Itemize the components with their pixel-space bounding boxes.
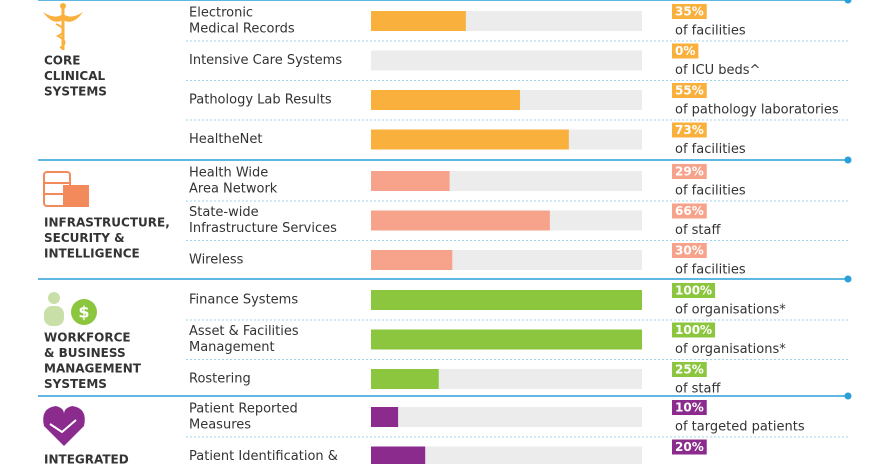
bar-track [371, 446, 642, 467]
value-note: of facilities [675, 263, 746, 278]
row-label: Health Wide [189, 166, 268, 181]
row-label: Electronic [189, 6, 253, 21]
row-label: Measures [189, 418, 251, 433]
row-label: Infrastructure Services [189, 221, 337, 236]
workforce-icon: $ [44, 292, 97, 326]
bar [371, 446, 426, 467]
caduceus-icon [43, 3, 83, 50]
section-title: INTEGRATED [44, 453, 129, 465]
bar-track [371, 407, 642, 427]
divider-dot [844, 156, 852, 164]
bar [371, 290, 642, 310]
bar [371, 11, 466, 31]
row-label: Finance Systems [189, 293, 298, 308]
value-label: 0% [675, 44, 695, 58]
value-tag-bg [672, 164, 707, 179]
bar [371, 250, 453, 270]
value-tag-bg [672, 283, 716, 298]
row-label: Management [189, 340, 275, 355]
divider-dot [844, 0, 852, 4]
section-title: INFRASTRUCTURE, [44, 216, 170, 230]
section-title: & BUSINESS [44, 346, 126, 360]
value-note: of staff [675, 223, 721, 238]
value-tag-bg [672, 203, 707, 219]
bar [371, 129, 569, 150]
value-label: 35% [675, 5, 704, 19]
value-label: 73% [675, 123, 704, 137]
value-note: of targeted patients [675, 420, 805, 435]
section-title: WORKFORCE [44, 331, 131, 345]
value-tag-bg [672, 122, 707, 138]
row-label: State-wide [189, 205, 259, 220]
value-note: of staff [675, 382, 721, 397]
section-title: SECURITY & [44, 231, 125, 245]
section-title: SYSTEMS [44, 377, 107, 391]
value-tag-bg [672, 83, 707, 98]
value-tag-bg [672, 4, 707, 19]
row-label: Rostering [189, 372, 251, 387]
handshake-icon [43, 406, 85, 446]
row-label: Asset & Facilities [189, 324, 299, 339]
value-label: 29% [675, 165, 704, 179]
value-note: of facilities [675, 24, 746, 39]
value-tag-bg [672, 322, 716, 338]
value-label: 100% [675, 284, 712, 298]
row-label: Patient Reported [189, 402, 298, 417]
value-tag-bg [672, 243, 707, 258]
row-label: Intensive Care Systems [189, 53, 342, 68]
bar [371, 329, 642, 350]
bar [371, 90, 521, 110]
bar [371, 369, 439, 389]
row-label: Area Network [189, 182, 278, 197]
value-note: of pathology laboratories [675, 103, 839, 118]
section-title: INTELLIGENCE [44, 247, 140, 261]
value-label: 20% [675, 440, 704, 454]
bar [371, 171, 450, 191]
value-note: of organisations* [675, 342, 786, 357]
row-label: Wireless [189, 253, 244, 268]
firewall-icon [43, 171, 89, 207]
value-tag-bg [672, 362, 707, 377]
row-label: Medical Records [189, 22, 295, 37]
value-note: of facilities [675, 184, 746, 199]
value-tag-bg [672, 439, 707, 455]
svg-text:$: $ [78, 303, 89, 322]
value-label: 66% [675, 204, 704, 218]
value-label: 10% [675, 401, 704, 415]
divider-dot [844, 275, 852, 283]
section-title: SYSTEMS [44, 85, 107, 99]
value-note: of facilities [675, 142, 746, 157]
bar [371, 210, 550, 231]
value-label: 55% [675, 84, 704, 98]
value-label: 25% [675, 363, 704, 377]
value-note: of ICU beds^ [675, 63, 760, 78]
row-label: HealtheNet [189, 132, 263, 147]
bar [371, 407, 399, 427]
section-title: MANAGEMENT [44, 362, 142, 376]
value-tag-bg [672, 43, 699, 59]
value-label: 30% [675, 244, 704, 258]
section-title: CLINICAL [44, 69, 106, 83]
value-note: of organisations* [675, 303, 786, 318]
row-label: Pathology Lab Results [189, 93, 332, 108]
value-label: 100% [675, 323, 712, 337]
divider-dot [844, 392, 852, 400]
bar-track [371, 50, 642, 71]
row-label: Patient Identification & [189, 449, 338, 464]
value-tag-bg [672, 400, 707, 415]
section-title: CORE [44, 54, 80, 68]
